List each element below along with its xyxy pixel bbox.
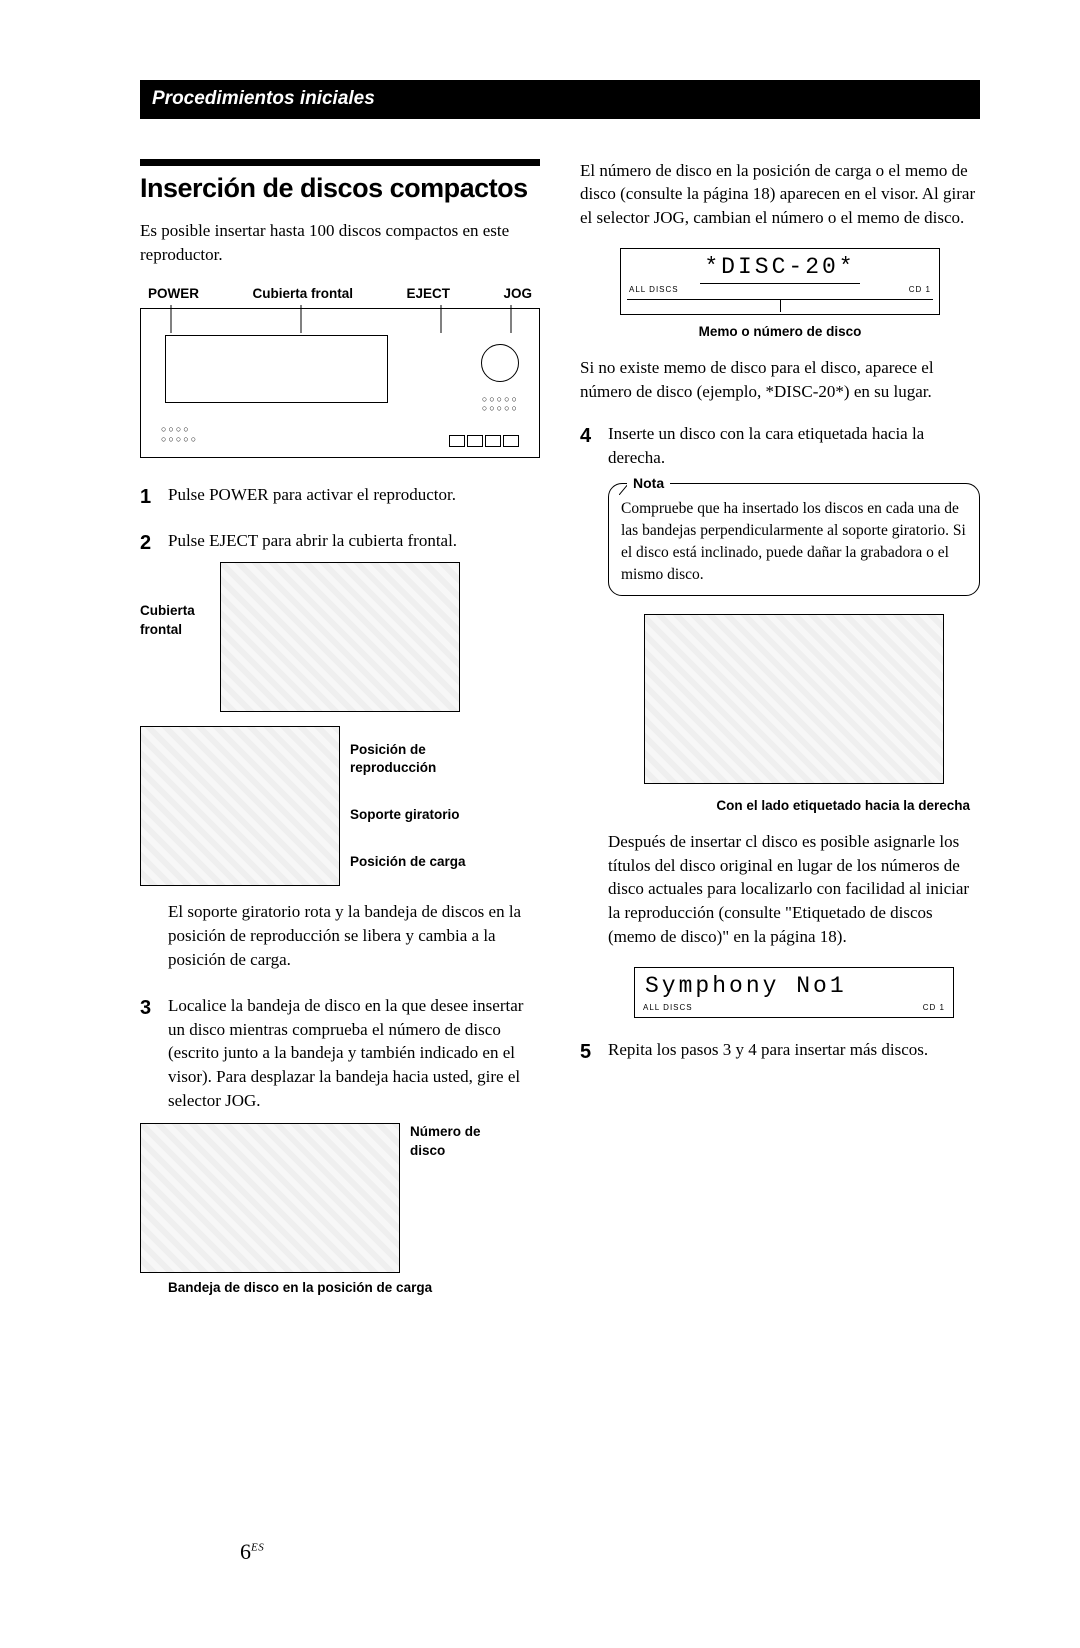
fig2-label-play-pos: Posición de reproducción — [350, 741, 480, 779]
fig4-insert-disc — [644, 614, 944, 784]
step-1: Pulse POWER para activar el reproductor. — [140, 483, 540, 507]
lcd-display-2: Symphony No1 ALL DISCS CD 1 — [634, 967, 954, 1018]
step-4-text: Inserte un disco con la cara etiquetada … — [608, 424, 924, 467]
fig2-label-rotary: Soporte giratorio — [350, 806, 480, 825]
step-5-text: Repita los pasos 3 y 4 para insertar más… — [608, 1040, 928, 1059]
step-2: Pulse EJECT para abrir la cubierta front… — [140, 529, 540, 972]
fig3-label-disc-num: Número de disco — [410, 1123, 490, 1161]
step-4: 4 Inserte un disco con la cara etiquetad… — [580, 422, 980, 1018]
page-title: Inserción de discos compactos — [140, 170, 540, 208]
step-3: Localice la bandeja de disco en la que d… — [140, 994, 540, 1298]
step-2-after: El soporte giratorio rota y la bandeja d… — [168, 900, 540, 971]
step-1-text: Pulse POWER para activar el reproductor. — [168, 485, 456, 504]
section-header: Procedimientos iniciales — [140, 80, 980, 119]
lcd2-text: Symphony No1 — [641, 970, 947, 1002]
step-5: 5 Repita los pasos 3 y 4 para insertar m… — [580, 1038, 980, 1062]
device-label-row: POWER Cubierta frontal EJECT JOG — [140, 285, 540, 304]
fig1-device-open — [220, 562, 460, 712]
lcd2-cd1: CD 1 — [923, 1002, 945, 1013]
fig2-label-load-pos: Posición de carga — [350, 853, 480, 872]
right-column: El número de disco en la posición de car… — [580, 159, 980, 1320]
fig1-left-label: Cubierta frontal — [140, 562, 210, 640]
intro-text: Es posible insertar hasta 100 discos com… — [140, 219, 540, 267]
lcd1-cd1: CD 1 — [909, 284, 931, 295]
lcd1-caption: Memo o número de disco — [580, 323, 980, 342]
right-p2: Si no existe memo de disco para el disco… — [580, 356, 980, 404]
step-3-text: Localice la bandeja de disco en la que d… — [168, 996, 523, 1110]
fig4-caption: Con el lado etiquetado hacia la derecha — [608, 797, 980, 816]
fig3-caption: Bandeja de disco en la posición de carga — [168, 1279, 540, 1298]
label-eject: EJECT — [406, 285, 450, 304]
step-4-after: Después de insertar cl disco es posible … — [608, 830, 980, 949]
fig2-carousel — [140, 726, 340, 886]
left-column: Inserción de discos compactos Es posible… — [140, 159, 540, 1320]
steps-list: Pulse POWER para activar el reproductor.… — [140, 483, 540, 1298]
lcd1-text: *DISC-20* — [700, 251, 859, 284]
note-body: Compruebe que ha insertado los discos en… — [621, 500, 966, 582]
note-box: Nota Compruebe que ha insertado los disc… — [608, 483, 980, 596]
note-label: Nota — [627, 474, 670, 494]
device-diagram: ○○○○○○○○○○ ○○○○○○○○○ — [140, 308, 540, 458]
lcd-display-1: *DISC-20* ALL DISCS CD 1 — [620, 248, 940, 315]
step-2-text: Pulse EJECT para abrir la cubierta front… — [168, 531, 457, 550]
lcd1-all-discs: ALL DISCS — [629, 284, 679, 295]
right-p1: El número de disco en la posición de car… — [580, 159, 980, 230]
label-jog: JOG — [503, 285, 532, 304]
title-rule: Inserción de discos compactos — [140, 159, 540, 208]
page-number: 6ES — [240, 1537, 264, 1568]
lcd2-all-discs: ALL DISCS — [643, 1002, 693, 1013]
fig3-tray — [140, 1123, 400, 1273]
label-cover: Cubierta frontal — [252, 285, 353, 304]
label-power: POWER — [148, 285, 199, 304]
